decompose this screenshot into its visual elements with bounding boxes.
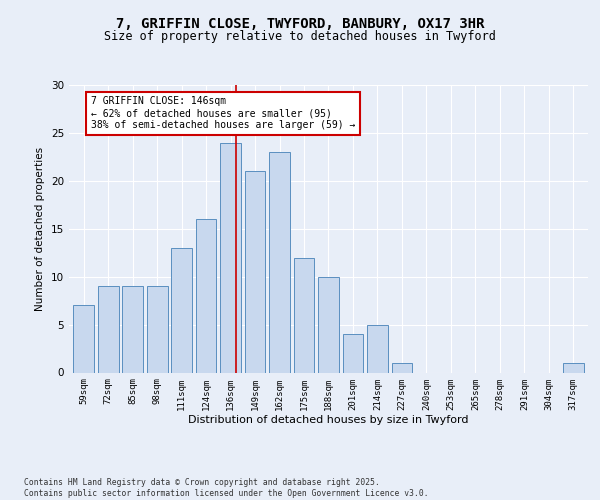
Bar: [318, 276, 339, 372]
Bar: [245, 171, 265, 372]
Text: Contains HM Land Registry data © Crown copyright and database right 2025.
Contai: Contains HM Land Registry data © Crown c…: [24, 478, 428, 498]
Y-axis label: Number of detached properties: Number of detached properties: [35, 146, 46, 311]
Bar: [367, 324, 388, 372]
Bar: [73, 306, 94, 372]
Bar: [122, 286, 143, 372]
Bar: [563, 363, 584, 372]
Bar: [269, 152, 290, 372]
Bar: [98, 286, 119, 372]
X-axis label: Distribution of detached houses by size in Twyford: Distribution of detached houses by size …: [188, 415, 469, 425]
Text: 7 GRIFFIN CLOSE: 146sqm
← 62% of detached houses are smaller (95)
38% of semi-de: 7 GRIFFIN CLOSE: 146sqm ← 62% of detache…: [91, 96, 355, 130]
Text: Size of property relative to detached houses in Twyford: Size of property relative to detached ho…: [104, 30, 496, 43]
Bar: [343, 334, 364, 372]
Bar: [147, 286, 167, 372]
Bar: [392, 363, 412, 372]
Bar: [293, 258, 314, 372]
Text: 7, GRIFFIN CLOSE, TWYFORD, BANBURY, OX17 3HR: 7, GRIFFIN CLOSE, TWYFORD, BANBURY, OX17…: [116, 18, 484, 32]
Bar: [171, 248, 192, 372]
Bar: [196, 219, 217, 372]
Bar: [220, 142, 241, 372]
